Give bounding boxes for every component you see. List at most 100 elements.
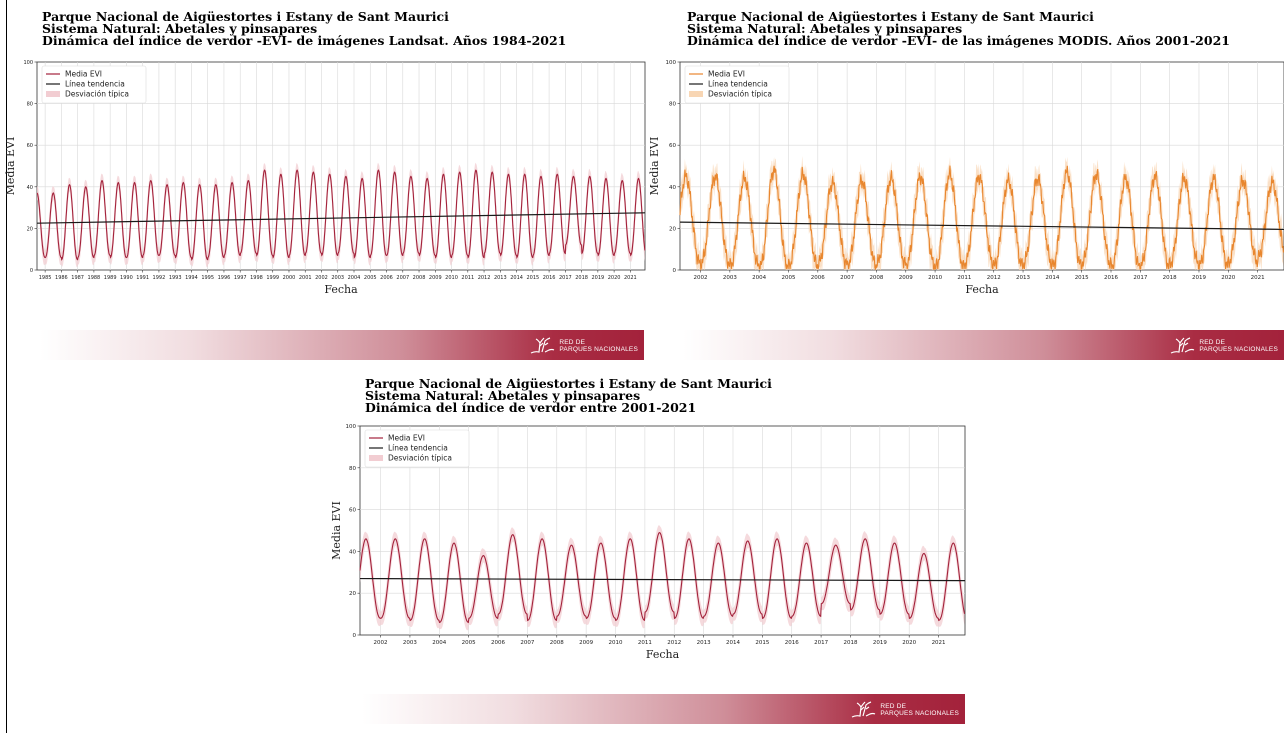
y-tick-label: 100 [23, 60, 33, 66]
title-line-1: Parque Nacional de Aigüestortes i Estany… [365, 376, 772, 391]
x-tick-label: 1996 [218, 275, 231, 281]
x-tick-label: 1986 [55, 275, 68, 281]
x-tick-label: 2010 [928, 275, 942, 281]
x-axis-label: Fecha [965, 283, 999, 296]
y-tick-label: 80 [27, 102, 33, 108]
x-tick-label: 2008 [413, 275, 426, 281]
x-tick-label: 2016 [1104, 275, 1118, 281]
banner-logo-line2: PARQUES NACIONALES [880, 710, 959, 717]
chart-title-landsat: Parque Nacional de Aigüestortes i Estany… [42, 9, 567, 48]
banner-logo-line1: RED DE [559, 339, 586, 346]
y-tick-label: 0 [353, 633, 357, 639]
legend-entry-tendencia: Línea tendencia [708, 80, 768, 89]
x-tick-label: 2010 [445, 275, 458, 281]
x-tick-label: 2002 [374, 640, 388, 646]
x-tick-label: 2021 [624, 275, 637, 281]
x-tick-label: 2012 [987, 275, 1001, 281]
legend-entry-media-evi: Media EVI [388, 434, 425, 443]
x-tick-label: 2006 [811, 275, 825, 281]
x-tick-label: 2011 [638, 640, 652, 646]
x-tick-label: 2011 [957, 275, 971, 281]
series-line-tendencia [679, 221, 1284, 231]
x-tick-label: 2016 [785, 640, 799, 646]
x-tick-label: 2009 [579, 640, 593, 646]
legend-swatch [369, 455, 383, 461]
x-tick-label: 2001 [299, 275, 312, 281]
page-frame-border [6, 0, 7, 733]
x-tick-label: 2012 [667, 640, 681, 646]
x-tick-label: 2002 [694, 275, 708, 281]
x-tick-label: 2003 [723, 275, 737, 281]
x-tick-label: 1988 [88, 275, 101, 281]
x-tick-label: 2014 [726, 640, 740, 646]
plot-area [359, 425, 966, 636]
banner-logo-line2: PARQUES NACIONALES [559, 346, 638, 353]
title-line-3: Dinámica del índice de verdor -EVI- de i… [42, 33, 567, 48]
y-tick-label: 20 [669, 226, 676, 232]
x-tick-label: 2019 [591, 275, 604, 281]
x-tick-label: 2005 [781, 275, 795, 281]
x-tick-label: 2005 [462, 640, 476, 646]
evi-chart-combined: 2002 2003 2004 2005 2006 2007 2008 2009 2010 2011… [330, 424, 966, 661]
x-tick-label: 2006 [491, 640, 505, 646]
x-tick-label: 2002 [315, 275, 328, 281]
legend-entry-media-evi: Media EVI [708, 70, 745, 79]
title-line-1: Parque Nacional de Aigüestortes i Estany… [42, 9, 449, 24]
x-tick-label: 2020 [902, 640, 916, 646]
x-tick-label: 2021 [932, 640, 946, 646]
x-axis-label: Fecha [324, 283, 358, 296]
title-line-2: Sistema Natural: Abetales y pinsapares [42, 21, 318, 36]
banner-logo-line1: RED DE [1199, 339, 1226, 346]
title-line-3: Dinámica del índice de verdor entre 2001… [365, 400, 697, 415]
x-tick-label: 1998 [250, 275, 263, 281]
x-tick-label: 2019 [1192, 275, 1206, 281]
banner-logo-line2: PARQUES NACIONALES [1199, 346, 1278, 353]
x-tick-label: 1997 [234, 275, 247, 281]
x-tick-label: 1995 [201, 275, 214, 281]
x-tick-label: 2007 [840, 275, 854, 281]
x-tick-label: 1992 [153, 275, 166, 281]
x-tick-label: 2004 [432, 640, 446, 646]
legend-entry-desviacion: Desviación típica [708, 90, 772, 99]
series-line-media-evi [679, 165, 1284, 272]
x-tick-label: 2009 [899, 275, 913, 281]
chart-title-combined: Parque Nacional de Aigüestortes i Estany… [365, 376, 772, 415]
banner-red-parques: RED DE PARQUES NACIONALES [683, 330, 1284, 360]
title-line-2: Sistema Natural: Abetales y pinsapares [687, 21, 963, 36]
x-tick-label: 2018 [843, 640, 857, 646]
y-axis-label: Media EVI [648, 137, 661, 196]
title-line-3: Dinámica del índice de verdor -EVI- de l… [687, 33, 1230, 48]
x-tick-label: 2003 [403, 640, 417, 646]
stag-antlers-icon [1171, 337, 1195, 354]
x-tick-label: 2020 [608, 275, 621, 281]
legend-box [684, 65, 790, 104]
x-tick-label: 2015 [755, 640, 769, 646]
y-tick-label: 0 [30, 268, 33, 274]
x-tick-label: 1989 [104, 275, 117, 281]
banner-red-parques: RED DE PARQUES NACIONALES [362, 694, 965, 724]
x-axis-label: Fecha [646, 648, 680, 661]
chart-title-modis: Parque Nacional de Aigüestortes i Estany… [687, 10, 1230, 48]
banner-logo: RED DE PARQUES NACIONALES [1169, 336, 1278, 356]
legend-swatch [46, 91, 60, 97]
y-tick-label: 60 [27, 143, 33, 149]
x-tick-label: 2010 [609, 640, 623, 646]
x-tick-label: 2016 [543, 275, 556, 281]
banner-logo: RED DE PARQUES NACIONALES [529, 336, 638, 356]
x-tick-label: 2013 [494, 275, 507, 281]
banner-logo-line1: RED DE [880, 703, 907, 710]
x-tick-label: 2013 [697, 640, 711, 646]
x-tick-label: 2015 [1075, 275, 1089, 281]
x-tick-label: 1987 [71, 275, 84, 281]
x-tick-label: 2004 [752, 275, 766, 281]
x-tick-label: 2021 [1251, 275, 1265, 281]
x-tick-label: 1994 [185, 275, 198, 281]
y-tick-label: 60 [669, 143, 676, 149]
y-tick-label: 20 [349, 591, 356, 597]
y-tick-label: 40 [669, 185, 676, 191]
x-tick-label: 2012 [478, 275, 491, 281]
y-tick-label: 40 [349, 549, 356, 555]
y-tick-label: 0 [673, 268, 677, 274]
